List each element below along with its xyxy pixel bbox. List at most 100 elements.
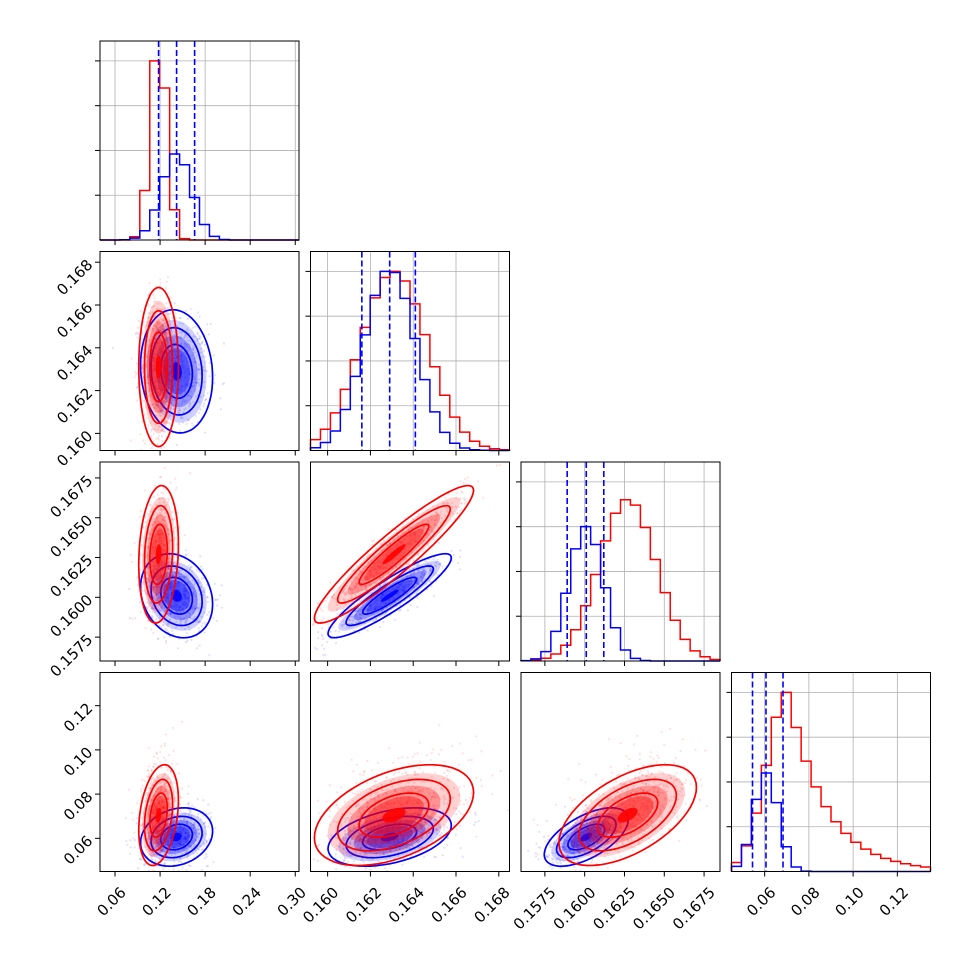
sample-point-red xyxy=(302,648,304,650)
sample-point-red xyxy=(137,332,139,334)
sample-point-red xyxy=(301,641,303,643)
sample-point-blue xyxy=(112,347,114,349)
sample-point-blue xyxy=(185,554,187,556)
sample-point-blue xyxy=(219,594,221,596)
sample-point-blue xyxy=(317,631,319,633)
sample-point-blue xyxy=(204,432,206,434)
sample-point-blue xyxy=(407,609,409,611)
scatter-panel-2-1 xyxy=(267,458,509,673)
sample-point-red xyxy=(348,619,350,621)
sample-point-blue xyxy=(134,846,136,848)
sample-point-blue xyxy=(209,375,211,377)
sample-point-red xyxy=(130,358,132,360)
sample-point-blue xyxy=(209,812,211,814)
sample-point-blue xyxy=(163,636,165,638)
sample-point-blue xyxy=(332,626,334,628)
sample-point-red xyxy=(174,478,176,480)
sample-point-blue xyxy=(213,354,215,356)
sample-point-red xyxy=(144,324,146,326)
sample-point-red xyxy=(349,617,351,619)
hist-panel-0 xyxy=(95,41,299,240)
sample-point-red xyxy=(166,281,168,283)
sample-point-blue xyxy=(162,873,164,875)
sample-point-red xyxy=(147,620,149,622)
sample-point-red xyxy=(151,447,153,449)
sample-point-red xyxy=(153,624,155,626)
sample-point-blue xyxy=(197,311,199,313)
sample-point-blue xyxy=(415,564,417,566)
sample-point-blue xyxy=(338,631,340,633)
sample-point-red xyxy=(152,632,154,634)
sample-point-red xyxy=(151,611,153,613)
sample-point-red xyxy=(180,581,182,583)
sample-point-blue xyxy=(308,631,310,633)
sample-point-red xyxy=(496,464,498,466)
sample-point-red xyxy=(174,527,176,529)
sample-point-red xyxy=(144,489,146,491)
sample-point-blue xyxy=(210,323,212,325)
sample-point-red xyxy=(326,597,328,599)
sample-point-blue xyxy=(136,822,138,824)
sample-point-blue xyxy=(206,614,208,616)
sample-point-blue xyxy=(192,327,194,329)
sample-point-blue xyxy=(217,598,219,600)
sample-point-blue xyxy=(203,350,205,352)
sample-point-red xyxy=(166,457,168,459)
sample-point-red xyxy=(150,430,152,432)
sample-point-red xyxy=(165,302,167,304)
sample-point-red xyxy=(139,569,141,571)
sample-point-blue xyxy=(205,398,207,400)
sample-point-red xyxy=(477,480,479,482)
sample-point-blue xyxy=(201,568,203,570)
sample-point-red xyxy=(180,567,182,569)
sample-point-red xyxy=(333,589,335,591)
sample-point-red xyxy=(171,511,173,513)
sample-point-red xyxy=(331,623,333,625)
hist-panel-1 xyxy=(306,252,510,451)
sample-point-blue xyxy=(394,619,396,621)
sample-point-red xyxy=(175,312,177,314)
sample-point-blue xyxy=(316,648,318,650)
sample-point-red xyxy=(142,400,144,402)
sample-point-blue xyxy=(201,625,203,627)
sample-point-red xyxy=(152,452,154,454)
sample-point-blue xyxy=(322,654,324,656)
sample-point-red xyxy=(159,476,161,478)
sample-point-blue xyxy=(330,631,332,633)
sample-point-red xyxy=(158,625,160,627)
sample-point-red xyxy=(141,590,143,592)
sample-point-red xyxy=(142,451,144,453)
sample-point-blue xyxy=(179,860,181,862)
sample-point-blue xyxy=(214,827,216,829)
sample-point-red xyxy=(167,276,169,278)
sample-point-blue xyxy=(204,857,206,859)
sample-point-blue xyxy=(198,412,200,414)
scatter-panel-2-0 xyxy=(95,461,299,666)
sample-point-red xyxy=(152,294,154,296)
sample-point-blue xyxy=(213,382,215,384)
sample-point-red xyxy=(179,564,181,566)
sample-point-blue xyxy=(220,408,222,410)
sample-point-blue xyxy=(191,805,193,807)
sample-point-red xyxy=(169,482,171,484)
sample-point-blue xyxy=(438,542,440,544)
sample-point-blue xyxy=(179,430,181,432)
sample-point-blue xyxy=(198,335,200,337)
sample-point-blue xyxy=(219,397,221,399)
sample-point-blue xyxy=(322,638,324,640)
sample-point-blue xyxy=(206,323,208,325)
sample-point-blue xyxy=(209,362,211,364)
sample-point-red xyxy=(463,482,465,484)
sample-point-blue xyxy=(143,863,145,865)
sample-point-blue xyxy=(399,609,401,611)
sample-point-red xyxy=(145,417,147,419)
sample-point-red xyxy=(482,497,484,499)
sample-point-blue xyxy=(201,343,203,345)
scatter-panel-1-0 xyxy=(95,247,299,481)
sample-point-red xyxy=(320,619,322,621)
sample-point-red xyxy=(167,307,169,309)
sample-point-blue xyxy=(199,555,201,557)
sample-point-red xyxy=(148,610,150,612)
sample-point-blue xyxy=(136,362,138,364)
